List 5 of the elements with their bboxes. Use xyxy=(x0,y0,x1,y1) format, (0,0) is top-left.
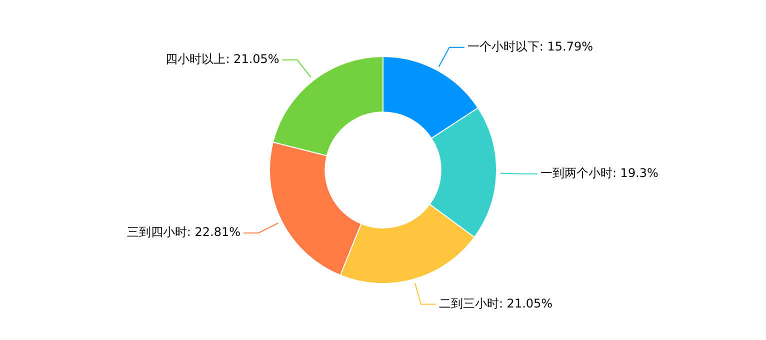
slice-label: 二到三小时: 21.05% xyxy=(438,296,553,310)
slice-label: 一到两个小时: 19.3% xyxy=(540,166,658,180)
slice-label: 三到四小时: 22.81% xyxy=(126,225,241,240)
slice-label: 一个小时以下: 15.79% xyxy=(467,39,594,54)
slice-label: 四小时以上: 21.05% xyxy=(166,52,280,66)
